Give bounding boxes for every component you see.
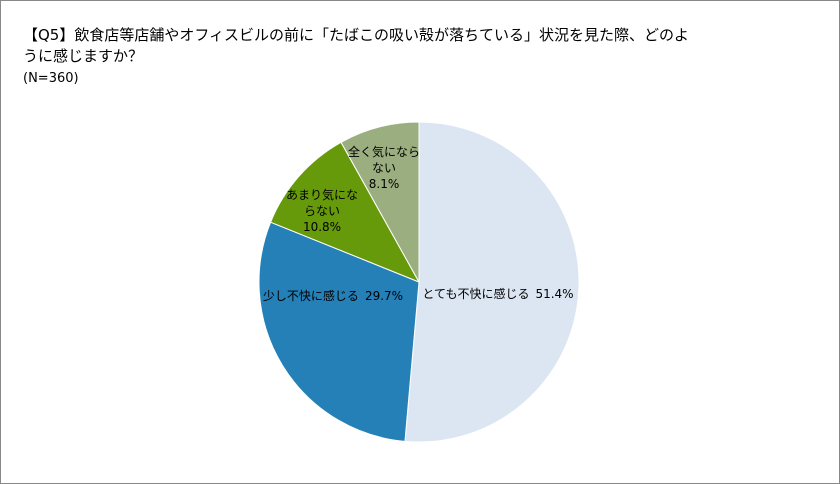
data-label: 全く気にならない 8.1% [346,144,422,192]
pie-slice [258,221,420,442]
label-category: とても不快に感じる [422,287,530,301]
label-category: 少し不快に感じる [262,289,359,303]
data-label: 少し不快に感じる 29.7% [233,288,433,304]
data-label: とても不快に感じる 51.4% [398,286,598,302]
label-value: 51.4% [535,287,574,301]
label-value: 8.1% [368,177,400,191]
chart-subtitle: (N=360) [23,71,79,86]
data-label: あまり気にならない 10.8% [282,187,362,235]
chart-title: 【Q5】飲食店等店舗やオフィスビルの前に「たばこの吸い殻が落ちている」状況を見た… [23,26,690,65]
pie-slice [269,141,421,283]
label-category: あまり気にならない [285,188,358,218]
label-category: 全く気にならない [347,145,420,175]
label-value: 10.8% [302,220,342,234]
pie-slice [340,121,420,284]
label-value: 29.7% [364,289,404,303]
pie-slice [404,121,580,443]
